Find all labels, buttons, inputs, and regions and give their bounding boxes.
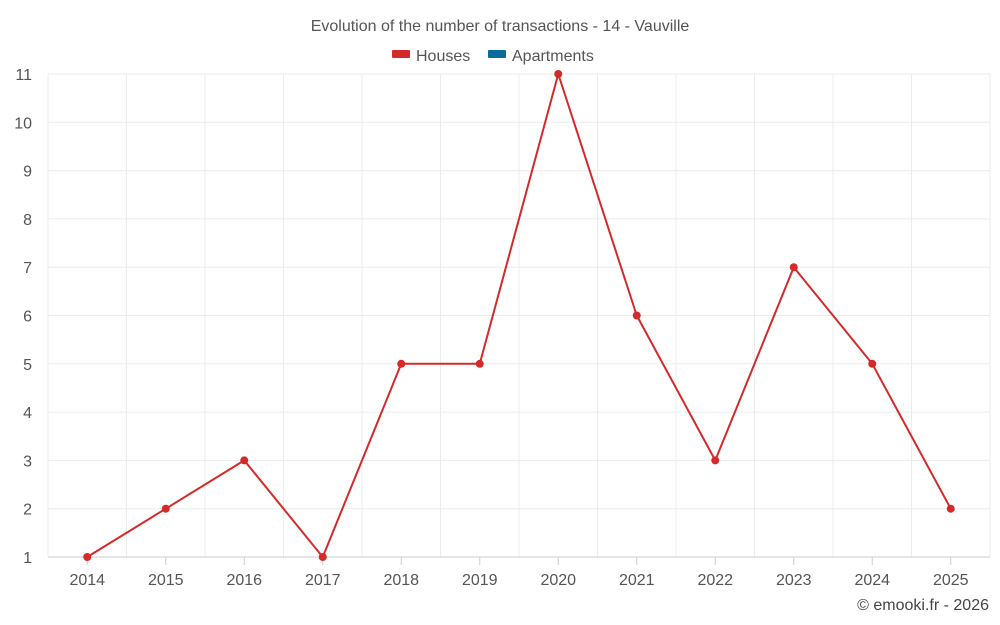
y-tick-label: 10: [14, 115, 32, 132]
y-axis-ticks: 1 2 3 4 5 6 7 8 9 10 11: [14, 67, 32, 567]
x-tick-label: 2022: [697, 572, 733, 589]
data-point-houses[interactable]: [868, 359, 877, 368]
x-tick-label: 2023: [776, 572, 812, 589]
x-tick-label: 2019: [462, 572, 498, 589]
y-tick-label: 8: [23, 212, 32, 229]
x-tick-label: 2014: [69, 572, 105, 589]
grid-lines: [47, 73, 991, 557]
data-point-houses[interactable]: [83, 553, 92, 561]
data-point-houses[interactable]: [475, 359, 484, 368]
y-tick-label: 7: [23, 260, 32, 277]
data-point-houses[interactable]: [946, 504, 955, 513]
x-tick-label: 2016: [226, 572, 262, 589]
legend-label-apartments: Apartments: [512, 48, 594, 65]
x-tick-label: 2020: [540, 572, 576, 589]
x-tick-label: 2018: [383, 572, 419, 589]
series-houses: [83, 70, 955, 561]
y-tick-label: 11: [15, 67, 32, 84]
x-tick-label: 2025: [933, 572, 969, 589]
legend-item-apartments[interactable]: Apartments: [488, 48, 594, 65]
x-tick-label: 2024: [854, 572, 890, 589]
x-tick-label: 2017: [305, 572, 341, 589]
y-tick-label: 1: [23, 550, 32, 567]
x-tick-label: 2015: [148, 572, 184, 589]
data-point-houses[interactable]: [554, 70, 563, 78]
x-tick-label: 2021: [619, 572, 655, 589]
data-point-houses[interactable]: [240, 456, 249, 465]
y-tick-label: 2: [23, 502, 32, 519]
credit-text: © emooki.fr - 2026: [857, 597, 989, 614]
axes: [48, 556, 990, 565]
legend-swatch-apartments: [488, 50, 506, 58]
x-axis-ticks: 2014 2015 2016 2017 2018 2019 2020 2021 2022 2023…: [69, 572, 968, 589]
data-point-houses[interactable]: [161, 504, 170, 513]
data-point-houses[interactable]: [318, 553, 327, 561]
data-point-houses[interactable]: [632, 311, 641, 320]
legend: Houses Apartments: [392, 48, 594, 65]
series-line-houses: [86, 73, 952, 558]
chart-title: Evolution of the number of transactions …: [311, 18, 690, 35]
y-tick-label: 6: [23, 309, 32, 326]
y-tick-label: 4: [23, 405, 32, 422]
legend-item-houses[interactable]: Houses: [392, 48, 470, 65]
data-point-houses[interactable]: [789, 263, 798, 272]
data-point-houses[interactable]: [397, 359, 406, 368]
y-tick-label: 5: [23, 357, 32, 374]
legend-label-houses: Houses: [416, 48, 470, 65]
y-tick-label: 3: [23, 453, 32, 470]
data-point-houses[interactable]: [711, 456, 720, 465]
y-tick-label: 9: [23, 164, 32, 181]
legend-swatch-houses: [392, 50, 410, 58]
